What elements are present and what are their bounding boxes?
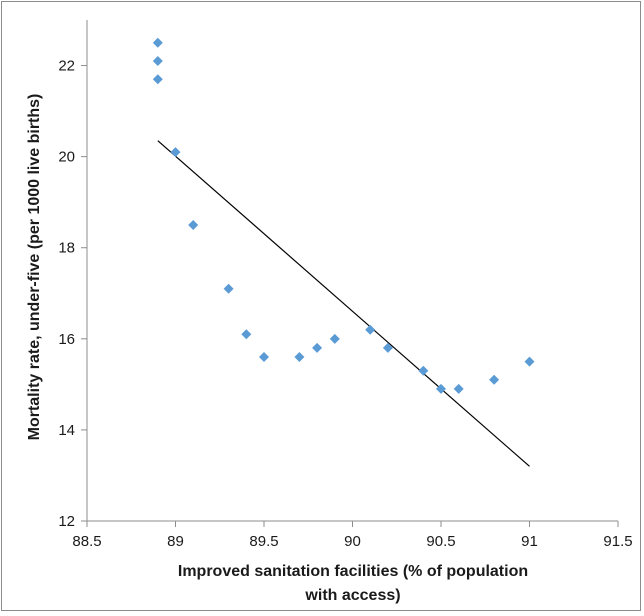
data-point bbox=[382, 342, 393, 353]
data-point bbox=[241, 329, 252, 340]
data-point bbox=[312, 342, 323, 353]
data-point bbox=[489, 374, 500, 385]
data-point bbox=[170, 147, 181, 158]
x-tick-label: 90.5 bbox=[426, 533, 455, 550]
y-tick-label: 12 bbox=[58, 513, 75, 530]
data-point bbox=[152, 74, 163, 85]
x-tick-label: 88.5 bbox=[72, 533, 101, 550]
data-point bbox=[365, 324, 376, 335]
data-point bbox=[188, 219, 199, 230]
data-point bbox=[524, 356, 535, 367]
data-points bbox=[152, 37, 535, 394]
data-point bbox=[436, 383, 446, 394]
data-point bbox=[453, 383, 464, 394]
y-tick-label: 14 bbox=[58, 422, 75, 439]
x-axis-title-line-2: with access) bbox=[304, 587, 400, 604]
data-point bbox=[259, 352, 269, 363]
y-axis-title: Mortality rate, under-five (per 1000 liv… bbox=[26, 94, 43, 441]
y-tick-label: 22 bbox=[58, 58, 75, 75]
data-point bbox=[418, 365, 429, 376]
x-tick-label: 89.5 bbox=[249, 533, 278, 550]
data-point bbox=[152, 55, 163, 66]
x-tick-label: 89 bbox=[167, 533, 184, 550]
trendline bbox=[157, 140, 530, 467]
data-point bbox=[152, 37, 163, 48]
y-ticks: 12 14 16 18 20 22 bbox=[58, 58, 87, 530]
x-axis-title-line-1: Improved sanitation facilities (% of pop… bbox=[178, 563, 528, 580]
y-tick-label: 20 bbox=[58, 149, 75, 166]
x-tick-label: 91 bbox=[521, 533, 538, 550]
data-point bbox=[329, 333, 340, 344]
y-tick-label: 16 bbox=[58, 331, 75, 348]
x-tick-label: 91.5 bbox=[603, 533, 632, 550]
y-tick-label: 18 bbox=[58, 240, 75, 257]
data-point bbox=[294, 352, 305, 363]
data-point bbox=[223, 283, 234, 294]
x-tick-label: 90 bbox=[344, 533, 361, 550]
x-ticks: 88.5 89 89.5 90 90.5 91 91.5 bbox=[72, 521, 633, 550]
axes bbox=[86, 20, 618, 522]
